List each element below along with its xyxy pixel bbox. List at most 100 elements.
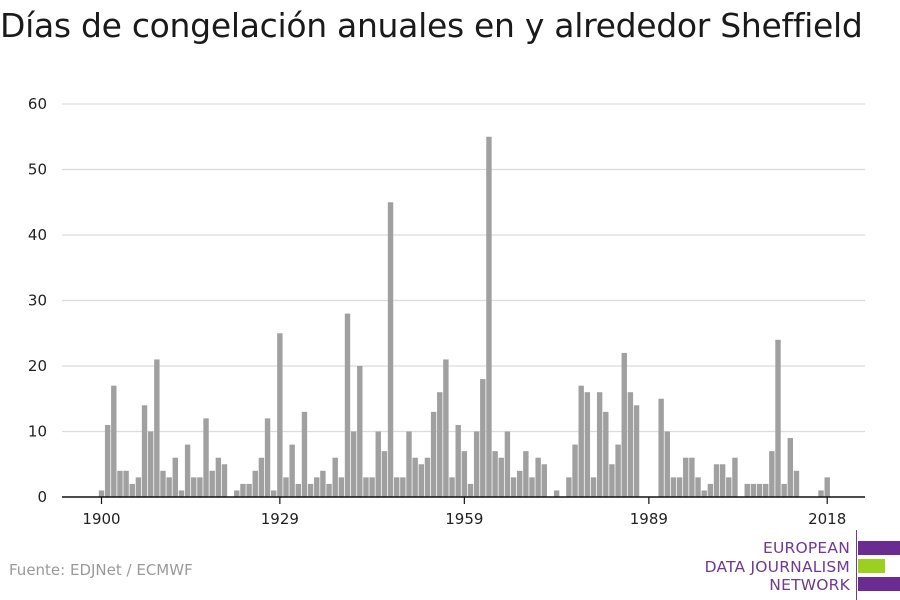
bar — [541, 464, 547, 497]
bar — [744, 483, 750, 497]
x-tick-label: 1959 — [445, 510, 483, 528]
bar — [726, 477, 732, 497]
bar — [621, 352, 627, 497]
bar — [412, 457, 418, 497]
x-tick-label: 1929 — [261, 510, 299, 528]
bar — [283, 477, 289, 497]
bar — [135, 477, 142, 497]
logo-line-2: DATA JOURNALISM — [704, 558, 850, 576]
bar — [111, 385, 117, 497]
bar — [504, 431, 511, 497]
bar — [455, 424, 461, 497]
x-axis-ticks: 1900 1929 1959 1989 2018 — [82, 497, 846, 528]
bar — [430, 411, 437, 497]
bar — [719, 464, 726, 497]
bar — [197, 477, 203, 497]
bar — [818, 490, 824, 497]
bar — [615, 444, 621, 497]
bar — [363, 477, 369, 497]
bar — [320, 470, 326, 497]
bar — [707, 483, 714, 497]
bar — [775, 339, 781, 497]
bar — [338, 477, 345, 497]
bar — [793, 470, 800, 497]
bar — [535, 457, 541, 497]
bar — [394, 477, 400, 497]
bar — [750, 483, 757, 497]
x-tick-label: 1900 — [82, 510, 120, 528]
bar — [609, 464, 615, 497]
y-tick-label: 40 — [28, 226, 47, 244]
bar — [492, 451, 498, 497]
source-note: Fuente: EDJNet / ECMWF — [9, 561, 193, 579]
bar — [824, 477, 830, 497]
bar — [701, 490, 707, 497]
bar — [104, 424, 111, 497]
bar — [357, 366, 363, 497]
bar — [578, 385, 584, 497]
bar — [596, 392, 603, 497]
bar — [271, 490, 277, 497]
bar — [689, 457, 695, 497]
bar — [572, 444, 578, 497]
logo-bar-purple-top — [858, 541, 900, 555]
chart-title: Días de congelación anuales en y alreded… — [0, 6, 863, 45]
logo-line-3: NETWORK — [769, 576, 850, 594]
bar-chart: 0 10 20 30 40 50 60 1900 1929 1959 1989 2018 — [28, 95, 865, 528]
bar — [553, 490, 560, 497]
bar — [332, 457, 338, 497]
bar — [769, 451, 775, 497]
bar — [123, 470, 129, 497]
bar — [387, 202, 394, 497]
bar — [117, 470, 123, 497]
bar — [178, 490, 185, 497]
bar — [529, 477, 535, 497]
logo-bar-green — [858, 559, 885, 573]
bar — [443, 359, 449, 497]
bar — [252, 470, 258, 497]
bar — [166, 477, 172, 497]
bar — [277, 333, 283, 497]
bar — [381, 451, 388, 497]
bar — [467, 483, 474, 497]
bar — [295, 483, 301, 497]
bar — [473, 431, 480, 497]
logo-line-1: EUROPEAN — [762, 539, 850, 557]
bar — [695, 477, 701, 497]
bar — [787, 438, 793, 497]
bar — [498, 457, 504, 497]
bar — [209, 470, 215, 497]
bar — [424, 457, 431, 497]
bar — [307, 483, 314, 497]
x-tick-label: 1989 — [630, 510, 668, 528]
bar — [264, 418, 271, 497]
bar — [326, 483, 332, 497]
bar — [627, 392, 634, 497]
bar — [344, 313, 351, 497]
bar — [406, 431, 412, 497]
y-tick-label: 50 — [28, 161, 47, 179]
bar — [633, 405, 640, 497]
bar — [289, 444, 295, 497]
bar — [301, 411, 308, 497]
logo-divider — [856, 530, 857, 600]
bar — [670, 477, 677, 497]
bar — [732, 457, 738, 497]
bar — [98, 490, 105, 497]
bar — [258, 457, 265, 497]
bar — [590, 477, 597, 497]
bar — [713, 464, 720, 497]
x-tick-label: 2018 — [808, 510, 846, 528]
bar — [449, 477, 455, 497]
bar — [664, 431, 670, 497]
bar — [203, 418, 209, 497]
edjnet-logo: EUROPEAN DATA JOURNALISM NETWORK — [700, 530, 900, 600]
bar — [246, 483, 252, 497]
bar — [314, 477, 320, 497]
bar — [191, 477, 197, 497]
bar — [369, 477, 375, 497]
bar — [234, 490, 240, 497]
bar — [375, 431, 381, 497]
y-axis-ticks: 0 10 20 30 40 50 60 — [28, 95, 47, 506]
bar — [437, 392, 443, 497]
